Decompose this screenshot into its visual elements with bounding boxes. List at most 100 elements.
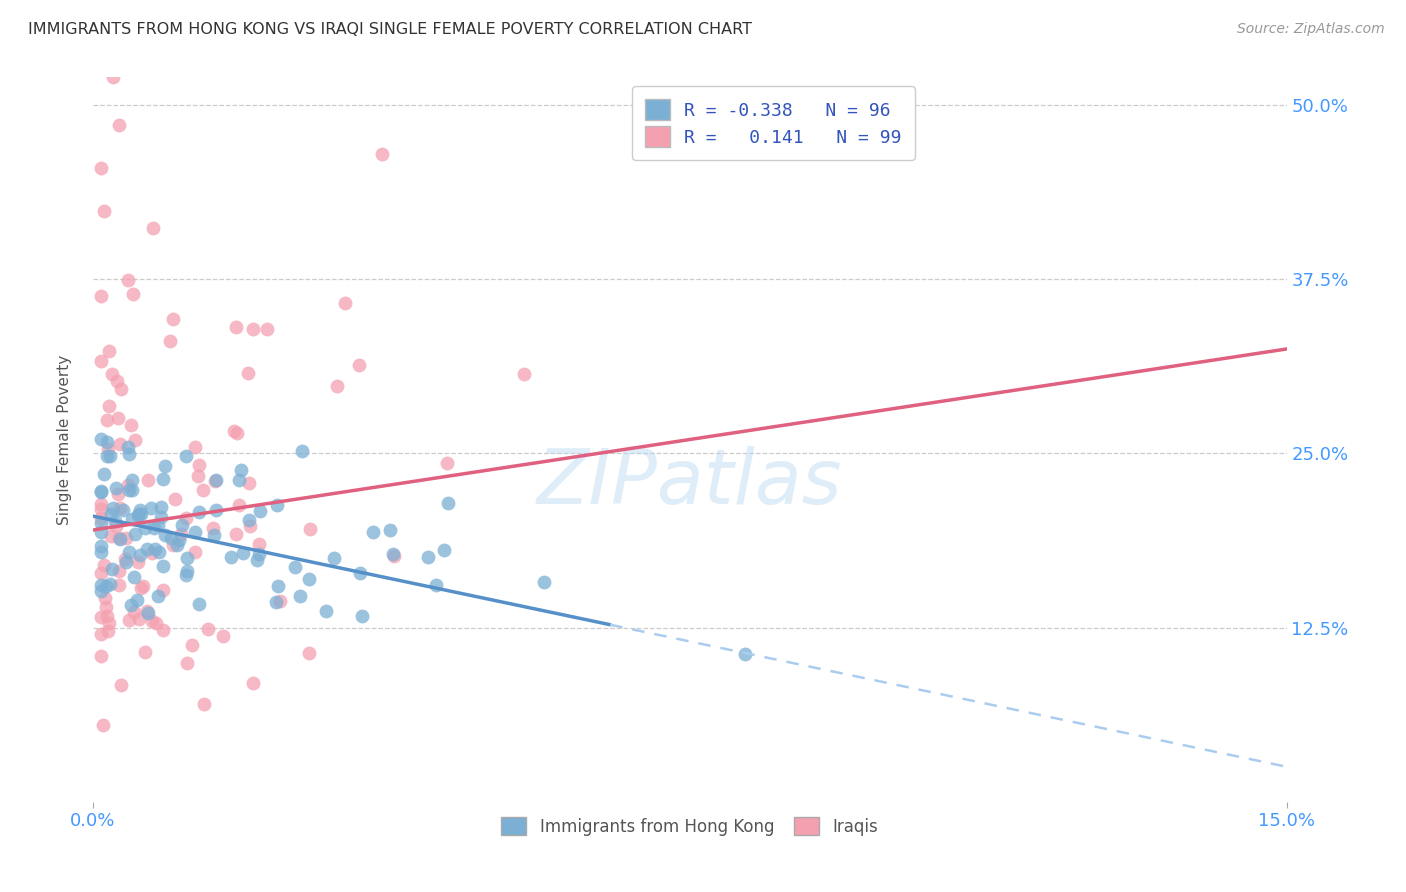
Point (212, 629, 235, 643)
Point (107, 118, 129, 132)
Point (170, 527, 193, 541)
Point (104, 515, 127, 529)
Point (162, 312, 184, 326)
Point (90, 578, 112, 592)
Point (315, 604, 337, 618)
Point (122, 287, 145, 301)
Point (152, 471, 174, 485)
Point (90, 583, 112, 598)
Point (90, 610, 112, 624)
Point (111, 502, 134, 516)
Point (193, 697, 215, 711)
Point (97, 616, 120, 631)
Point (136, 542, 159, 557)
Point (205, 503, 228, 517)
Point (107, 487, 129, 501)
Point (90, 525, 112, 540)
Point (100, 507, 122, 521)
Point (188, 458, 211, 473)
Point (219, 550, 242, 565)
Point (90, 502, 112, 516)
Point (290, 443, 312, 458)
Point (129, 507, 152, 521)
Point (184, 440, 207, 454)
Point (128, 612, 150, 626)
Point (129, 581, 152, 595)
Point (380, 523, 402, 537)
Point (105, 374, 128, 388)
Point (247, 548, 270, 562)
Point (97, 442, 120, 457)
Point (146, 518, 169, 533)
Point (100, 562, 122, 576)
Point (249, 504, 271, 518)
Point (145, 615, 167, 630)
Point (425, 578, 447, 592)
Point (96, 413, 118, 427)
Point (118, 483, 141, 498)
Point (197, 622, 219, 636)
Point (169, 533, 191, 548)
Point (284, 559, 307, 574)
Point (267, 579, 290, 593)
Point (117, 545, 139, 559)
Point (90, 484, 112, 499)
Point (91, 718, 114, 732)
Point (108, 577, 131, 591)
Point (129, 548, 152, 562)
Point (174, 567, 197, 582)
Point (115, 531, 138, 545)
Point (108, 531, 131, 545)
Point (110, 382, 132, 396)
Point (90, 511, 112, 525)
Point (124, 569, 146, 583)
Point (148, 544, 170, 558)
Point (105, 518, 128, 533)
Point (96, 435, 118, 450)
Point (90, 545, 112, 559)
Point (90, 485, 112, 500)
Point (94, 600, 117, 615)
Point (382, 547, 405, 561)
Point (110, 501, 132, 516)
Point (124, 434, 146, 448)
Point (122, 605, 145, 619)
Point (225, 320, 247, 334)
Point (94, 579, 117, 593)
Point (176, 550, 198, 565)
Point (371, 147, 394, 161)
Point (90, 497, 112, 511)
Point (90, 161, 112, 175)
Point (229, 463, 252, 477)
Point (132, 579, 155, 593)
Point (149, 500, 172, 514)
Point (239, 519, 262, 533)
Point (183, 544, 205, 558)
Point (152, 559, 174, 574)
Point (204, 528, 226, 542)
Point (105, 482, 128, 496)
Point (107, 564, 129, 578)
Point (202, 521, 225, 535)
Point (242, 676, 264, 690)
Point (136, 474, 159, 488)
Point (512, 368, 534, 382)
Point (108, 532, 131, 546)
Point (97, 624, 120, 639)
Point (152, 623, 174, 637)
Point (325, 379, 347, 393)
Point (117, 477, 139, 491)
Point (152, 583, 174, 598)
Point (110, 678, 132, 692)
Point (141, 614, 163, 628)
Point (90, 432, 112, 446)
Text: ZIPatlas: ZIPatlas (537, 446, 842, 520)
Point (127, 508, 149, 523)
Point (266, 499, 288, 513)
Point (437, 496, 460, 510)
Point (141, 546, 163, 560)
Point (288, 590, 311, 604)
Point (94, 591, 117, 605)
Point (143, 541, 166, 556)
Point (136, 607, 159, 621)
